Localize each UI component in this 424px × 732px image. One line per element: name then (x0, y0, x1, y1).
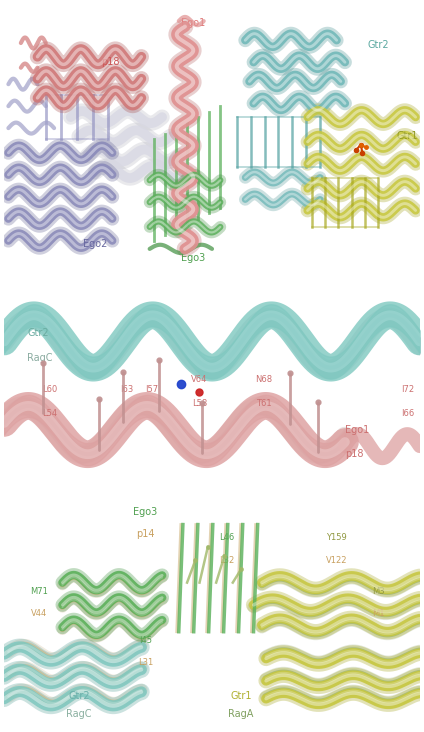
Text: L31: L31 (138, 659, 153, 668)
Text: L32: L32 (219, 556, 234, 565)
Text: T61: T61 (256, 400, 272, 408)
Text: M1: M1 (372, 609, 385, 619)
Text: p18: p18 (101, 57, 120, 67)
Text: Ego1: Ego1 (345, 425, 369, 435)
Text: p18: p18 (345, 449, 363, 459)
Text: Ego1: Ego1 (181, 18, 205, 29)
Text: RagC: RagC (66, 709, 92, 720)
Text: V64: V64 (191, 376, 208, 384)
Text: RagC: RagC (27, 353, 53, 362)
Text: Gtr1: Gtr1 (396, 131, 418, 141)
Text: I66: I66 (401, 409, 414, 419)
Text: L46: L46 (219, 534, 234, 542)
Text: Gtr2: Gtr2 (68, 692, 90, 701)
Text: I63: I63 (120, 385, 134, 395)
Text: I72: I72 (401, 385, 414, 395)
Text: L60: L60 (42, 385, 58, 395)
Text: M71: M71 (31, 587, 48, 596)
Text: L58: L58 (192, 400, 207, 408)
Text: p14: p14 (136, 529, 155, 539)
Text: V122: V122 (326, 556, 347, 565)
Text: V44: V44 (31, 609, 47, 619)
Text: Y159: Y159 (326, 534, 347, 542)
Text: I57: I57 (145, 385, 158, 395)
Text: Gtr1: Gtr1 (230, 692, 252, 701)
Text: Gtr2: Gtr2 (27, 329, 49, 338)
Text: I45: I45 (139, 636, 152, 645)
Text: Gtr2: Gtr2 (368, 40, 390, 51)
Text: Ego2: Ego2 (84, 239, 108, 249)
Text: Ego3: Ego3 (181, 253, 205, 263)
Text: RagA: RagA (229, 709, 254, 720)
Text: N68: N68 (255, 376, 273, 384)
Text: Ego3: Ego3 (134, 507, 158, 517)
Text: M3: M3 (372, 587, 385, 596)
Text: L54: L54 (42, 409, 58, 419)
